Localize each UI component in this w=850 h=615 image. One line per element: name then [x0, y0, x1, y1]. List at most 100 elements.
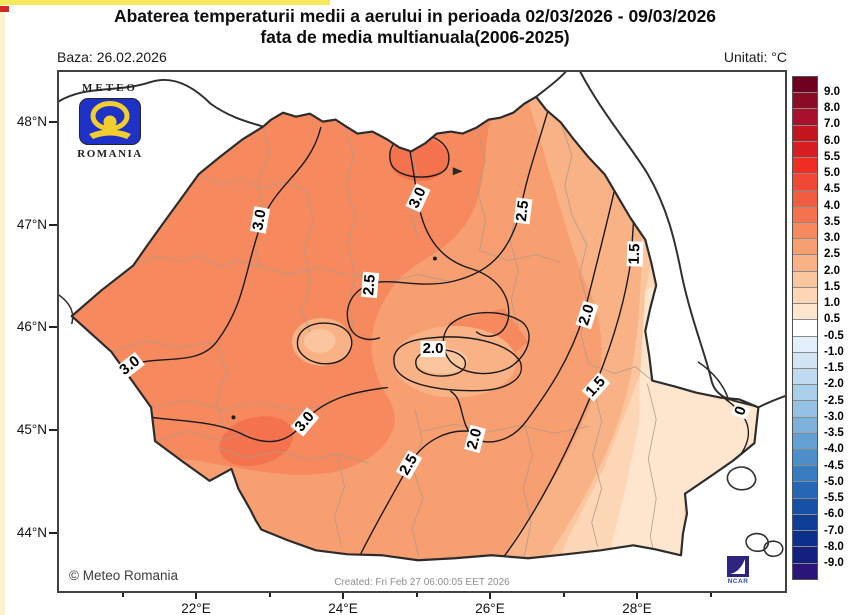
lat-tick-mark — [49, 224, 57, 226]
lat-tick-label: 48°N — [16, 114, 47, 129]
base-date-label: Baza: 26.02.2026 — [57, 49, 167, 65]
page-title: Abaterea temperaturii medii a aerului in… — [0, 6, 830, 48]
colorbar-tick-label: 8.0 — [824, 102, 840, 115]
lat-tick-label: 44°N — [16, 525, 47, 540]
city-dot-marker — [231, 415, 236, 420]
colorbar-tick-label: -8.0 — [824, 540, 844, 553]
colorbar-cell — [793, 465, 817, 482]
colorbar-tick-label: -3.0 — [824, 410, 844, 423]
colorbar-cell — [793, 205, 817, 222]
colorbar-cell — [793, 221, 817, 239]
lon-minor-tick-mark — [710, 593, 712, 597]
logo-text-meteo: METEO — [82, 82, 138, 94]
colorbar-cell — [793, 157, 817, 174]
created-timestamp: Created: Fri Feb 27 06:00:05 EET 2026 — [334, 577, 510, 588]
contour-value-label: 2.0 — [420, 340, 446, 357]
lon-minor-tick-mark — [122, 593, 124, 597]
colorbar-cell — [793, 351, 817, 368]
page-edge-strip-left — [0, 5, 5, 615]
copyright-text: © Meteo Romania — [69, 568, 178, 583]
romania-contour-map — [59, 72, 785, 562]
map-area: METEO ROMANIA 3.0 3.0 2.5 2.5 2.0 2.0 3.0 3.0 2.… — [59, 72, 785, 591]
lon-minor-tick-mark — [563, 593, 565, 597]
colorbar-cell — [793, 189, 817, 206]
ncar-credit: NCAR — [723, 556, 753, 585]
page-edge-mark — [0, 6, 9, 12]
lat-tick-mark — [49, 326, 57, 328]
county-boundaries — [111, 122, 657, 559]
colorbar-tick-label: 0.5 — [824, 313, 840, 326]
colorbar-tick-label: -4.5 — [824, 459, 844, 472]
colorbar-cell — [793, 416, 817, 433]
title-line-1: Abaterea temperaturii medii a aerului in… — [113, 6, 717, 26]
colorbar-tick-label: 2.0 — [824, 264, 840, 277]
lat-tick-label: 46°N — [16, 319, 47, 334]
lat-tick-mark — [49, 429, 57, 431]
colorbar-cell — [793, 546, 817, 563]
lat-tick-mark — [49, 121, 57, 123]
colorbar-tick-label: 1.5 — [824, 280, 840, 293]
map-markers — [231, 167, 463, 420]
lon-minor-tick-mark — [269, 593, 271, 597]
lon-tick-label: 28°E — [622, 601, 652, 615]
triangle-marker — [452, 167, 463, 176]
lat-tick-mark — [49, 532, 57, 534]
colorbar-tick-label: 2.5 — [824, 248, 840, 261]
colorbar-cell — [793, 367, 817, 385]
colorbar-tick-label: -5.5 — [824, 492, 844, 505]
lon-tick-mark — [195, 593, 197, 599]
lat-tick-label: 47°N — [16, 217, 47, 232]
colorbar-cell — [793, 335, 817, 352]
page-edge-strip-top — [0, 0, 330, 5]
colorbar-tick-label: -2.5 — [824, 394, 844, 407]
colorbar-tick-label: -0.5 — [824, 329, 844, 342]
colorbar-tick-label: -7.0 — [824, 524, 844, 537]
colorbar-cell — [793, 497, 817, 514]
anomaly-fill-bands — [71, 96, 759, 561]
colorbar-tick-label: -9.0 — [824, 557, 844, 570]
colorbar-cell — [793, 286, 817, 304]
ncar-label: NCAR — [727, 578, 749, 585]
lon-tick-label: 24°E — [328, 601, 358, 615]
lon-tick-mark — [489, 593, 491, 599]
contour-value-label: 1.5 — [625, 241, 644, 267]
colorbar-tick-label: 3.0 — [824, 232, 840, 245]
colorbar-tick-label: -6.0 — [824, 508, 844, 521]
lat-tick-label: 45°N — [16, 422, 47, 437]
lon-tick-mark — [342, 593, 344, 599]
colorbar-tick-label: -1.0 — [824, 345, 844, 358]
colorbar-tick-label: 5.0 — [824, 167, 840, 180]
colorbar-cell — [793, 449, 817, 466]
romania-border — [70, 95, 760, 562]
colorbar-tick-label: -3.5 — [824, 427, 844, 440]
colorbar-tick-label: 3.5 — [824, 215, 840, 228]
colorbar-cell — [793, 140, 817, 158]
colorbar-cell — [793, 238, 817, 255]
meteo-logo-icon — [79, 98, 141, 145]
colorbar — [792, 76, 818, 580]
lon-tick-label: 22°E — [181, 601, 211, 615]
colorbar-tick-label: 7.0 — [824, 118, 840, 131]
colorbar-tick-label: 5.5 — [824, 150, 840, 163]
title-line-2: fata de media multianuala(2006-2025) — [260, 27, 570, 47]
colorbar-cell — [793, 384, 817, 401]
map-frame: METEO ROMANIA 3.0 3.0 2.5 2.5 2.0 2.0 3.0 3.0 2.… — [57, 70, 787, 593]
colorbar-tick-label: -5.0 — [824, 475, 844, 488]
colorbar-cell — [793, 173, 817, 190]
colorbar-tick-label: -4.0 — [824, 443, 844, 456]
logo-text-romania: ROMANIA — [77, 148, 143, 160]
colorbar-cell — [793, 92, 817, 109]
colorbar-cell — [793, 319, 817, 336]
colorbar-cell — [793, 513, 817, 531]
colorbar-tick-label: 9.0 — [824, 85, 840, 98]
colorbar-cell — [793, 254, 817, 271]
units-label: Unitati: °C — [723, 49, 787, 65]
colorbar-cell — [793, 77, 817, 93]
colorbar-tick-label: 4.5 — [824, 183, 840, 196]
colorbar-cell — [793, 400, 817, 417]
colorbar-cell — [793, 432, 817, 450]
colorbar-cell — [793, 270, 817, 287]
colorbar-tick-label: -2.0 — [824, 378, 844, 391]
meteo-romania-logo: METEO ROMANIA — [72, 82, 148, 160]
